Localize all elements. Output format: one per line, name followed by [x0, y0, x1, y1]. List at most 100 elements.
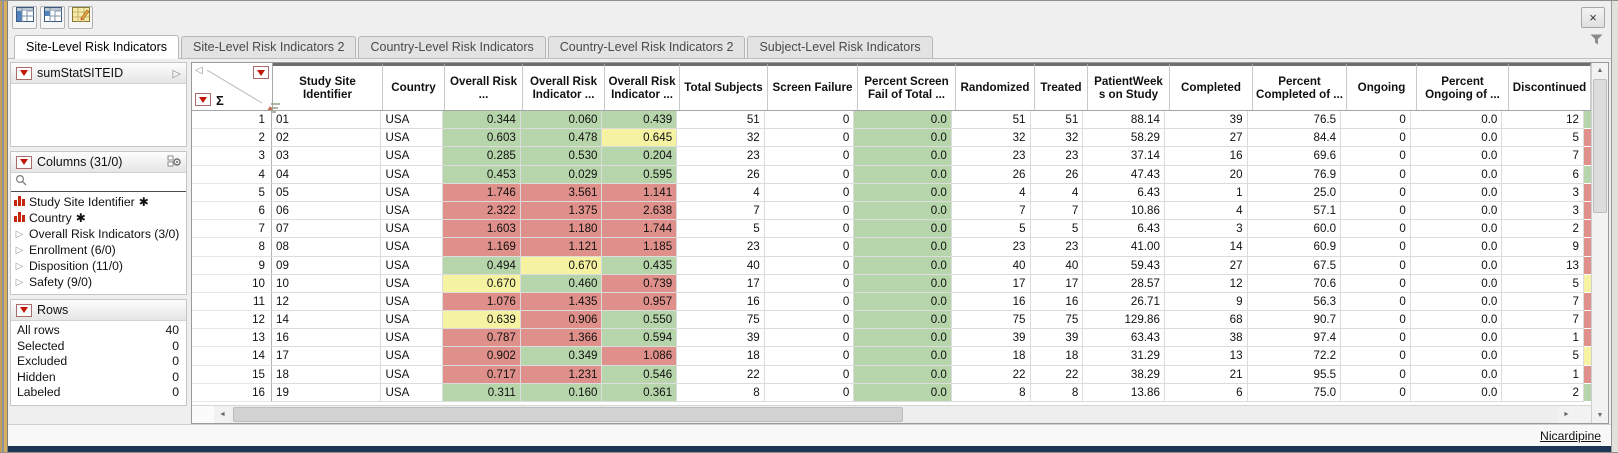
cell[interactable]: 0 — [1341, 365, 1411, 384]
cell[interactable]: 17 — [272, 347, 382, 366]
cell[interactable]: 7 — [1502, 311, 1584, 330]
columns-header-menu-button[interactable] — [253, 66, 269, 79]
cell[interactable]: 0.0 — [854, 274, 952, 293]
cell[interactable]: 0.460 — [520, 274, 603, 293]
risk-sliver-cell[interactable] — [1584, 238, 1591, 257]
cell[interactable]: 21 — [1164, 365, 1248, 384]
cell[interactable]: 6 — [1164, 383, 1248, 402]
hscroll-thumb[interactable] — [233, 407, 903, 422]
cell[interactable]: 6 — [1502, 165, 1584, 184]
cell[interactable]: 26.71 — [1083, 292, 1165, 312]
cell[interactable]: 5 — [1030, 220, 1084, 239]
cell[interactable]: 40 — [677, 256, 765, 275]
cell[interactable]: 13 — [1164, 347, 1248, 366]
cell[interactable]: 59.43 — [1083, 256, 1165, 275]
column-header[interactable]: Completed — [1170, 63, 1253, 110]
cell[interactable]: 0.0 — [854, 111, 952, 130]
cell[interactable]: 0.717 — [443, 365, 521, 384]
cell[interactable]: 0 — [1341, 311, 1411, 330]
cell[interactable]: 0.906 — [520, 311, 603, 330]
cell[interactable]: 22 — [1030, 365, 1084, 384]
cell[interactable]: 0.0 — [1410, 383, 1503, 402]
data-table-tool-2-button[interactable] — [40, 5, 65, 29]
cell[interactable]: 40 — [1030, 256, 1084, 275]
cell[interactable]: 09 — [272, 256, 382, 275]
cell[interactable]: 28.57 — [1083, 274, 1165, 293]
row-number[interactable]: 11 — [192, 292, 272, 312]
cell[interactable]: USA — [381, 201, 444, 221]
cell[interactable]: 27 — [1164, 256, 1248, 275]
cell[interactable]: 5 — [677, 220, 765, 239]
cell[interactable]: 0 — [764, 329, 855, 348]
cell[interactable]: 1.185 — [602, 238, 678, 257]
cell[interactable]: 0 — [1341, 147, 1411, 166]
cell[interactable]: 8 — [951, 383, 1031, 402]
cell[interactable]: 7 — [1502, 292, 1584, 312]
cell[interactable]: USA — [381, 329, 444, 348]
risk-sliver-cell[interactable] — [1584, 383, 1591, 402]
nicardipine-link[interactable]: Nicardipine — [1540, 428, 1601, 443]
cell[interactable]: 1.180 — [520, 220, 603, 239]
cell[interactable]: 0.639 — [443, 311, 521, 330]
cell[interactable]: 07 — [272, 220, 382, 239]
row-number[interactable]: 4 — [192, 165, 272, 184]
cell[interactable]: 72.2 — [1247, 347, 1342, 366]
row-number[interactable]: 5 — [192, 183, 272, 202]
cell[interactable]: 47.43 — [1083, 165, 1165, 184]
cell[interactable]: 0.0 — [1410, 201, 1503, 221]
disclosure-icon[interactable]: ▷ — [15, 260, 24, 272]
cell[interactable]: 32 — [1030, 129, 1084, 148]
cell[interactable]: 0 — [1341, 220, 1411, 239]
cell[interactable]: 0 — [1341, 165, 1411, 184]
cell[interactable]: 1.169 — [443, 238, 521, 257]
cell[interactable]: 0 — [764, 256, 855, 275]
cell[interactable]: 14 — [1164, 238, 1248, 257]
cell[interactable]: 75 — [1030, 311, 1084, 330]
cell[interactable]: 40 — [951, 256, 1031, 275]
cell[interactable]: 23 — [1030, 147, 1084, 166]
cell[interactable]: 0.670 — [520, 256, 603, 275]
cell[interactable]: 0 — [764, 165, 855, 184]
cell[interactable]: 0 — [764, 201, 855, 221]
column-item[interactable]: ▷ Safety (9/0) — [11, 274, 186, 290]
column-header[interactable]: Percent Ongoing of ... — [1417, 63, 1509, 110]
cell[interactable]: 0.0 — [1410, 329, 1503, 348]
cell[interactable]: 90.7 — [1247, 311, 1342, 330]
cell[interactable]: 08 — [272, 238, 382, 257]
cell[interactable]: 1.086 — [602, 347, 678, 366]
cell[interactable]: 0.0 — [854, 220, 952, 239]
cell[interactable]: 1.141 — [602, 183, 678, 202]
cell[interactable]: 0.645 — [602, 129, 678, 148]
cell[interactable]: 75 — [951, 311, 1031, 330]
cell[interactable]: 0.0 — [1410, 256, 1503, 275]
risk-sliver-cell[interactable] — [1584, 220, 1591, 239]
cell[interactable]: 0.0 — [854, 183, 952, 202]
cell[interactable]: 06 — [272, 201, 382, 221]
column-header[interactable]: Overall Risk Indicator ... — [605, 63, 680, 110]
tab-overflow-button[interactable] — [1590, 28, 1603, 58]
vscroll-thumb[interactable] — [1593, 79, 1607, 213]
cell[interactable]: 12 — [1502, 111, 1584, 130]
column-item[interactable]: Study Site Identifier ✱ — [11, 194, 186, 210]
row-number[interactable]: 8 — [192, 238, 272, 257]
disclosure-icon[interactable]: ▷ — [15, 276, 24, 288]
cell[interactable]: 0.0 — [854, 256, 952, 275]
cell[interactable]: 32 — [951, 129, 1031, 148]
cell[interactable]: 0.0 — [854, 238, 952, 257]
cell[interactable]: 41.00 — [1083, 238, 1165, 257]
cell[interactable]: 97.4 — [1247, 329, 1342, 348]
cell[interactable]: 0.361 — [602, 383, 678, 402]
cell[interactable]: 0 — [764, 292, 855, 312]
cell[interactable]: 0.957 — [602, 292, 678, 312]
cell[interactable]: 39 — [1164, 111, 1248, 130]
tab-site-level-risk-indicators-2[interactable]: Site-Level Risk Indicators 2 — [181, 36, 357, 58]
cell[interactable]: 10.86 — [1083, 201, 1165, 221]
column-header[interactable]: Study Site Identifier — [273, 63, 383, 110]
cell[interactable]: 37.14 — [1083, 147, 1165, 166]
cell[interactable]: USA — [381, 220, 444, 239]
cell[interactable]: 26 — [951, 165, 1031, 184]
cell[interactable]: 0 — [1341, 129, 1411, 148]
tab-country-level-risk-indicators-2[interactable]: Country-Level Risk Indicators 2 — [547, 36, 746, 58]
cell[interactable]: 0.0 — [854, 165, 952, 184]
row-number[interactable]: 2 — [192, 129, 272, 148]
